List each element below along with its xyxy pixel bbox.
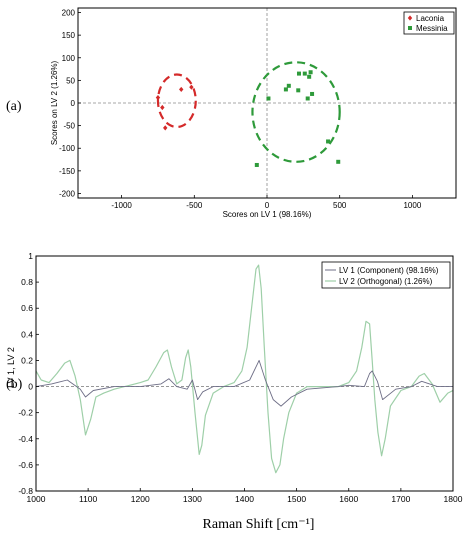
legend-laconia-label: Laconia [416, 14, 445, 23]
confidence-ellipse-messinia [251, 61, 341, 163]
messinia-point [283, 87, 288, 92]
chart-b-xtick-label: 1700 [391, 494, 410, 504]
chart-a-ytick-label: -100 [59, 144, 76, 153]
chart-a-ylabel: Scores on LV 2 (1.26%) [50, 60, 59, 145]
chart-b-xlabel: Raman Shift [cm⁻¹] [203, 517, 315, 532]
chart-b-ytick-label: 0.8 [21, 277, 33, 287]
chart-b-xtick-label: 1000 [27, 494, 46, 504]
messinia-point [307, 74, 312, 79]
legend-messinia-marker [408, 26, 412, 30]
chart-b-xtick-label: 1400 [235, 494, 254, 504]
chart-b-ytick-label: 0.6 [21, 303, 33, 313]
confidence-ellipse-laconia [156, 73, 197, 129]
chart-b-ytick-label: 0 [28, 382, 33, 392]
chart-a-ytick-label: -150 [59, 167, 76, 176]
chart-a-xtick-label: 0 [265, 201, 270, 210]
chart-b-xtick-label: 1800 [444, 494, 463, 504]
legend-messinia-label: Messinia [416, 24, 448, 33]
chart-a-xlabel: Scores on LV 1 (98.16%) [223, 210, 312, 219]
legend-laconia-marker [407, 15, 413, 21]
chart-b-xtick-label: 1200 [131, 494, 150, 504]
lv1-component-line [35, 359, 453, 407]
messinia-point [310, 91, 315, 96]
laconia-point [155, 94, 161, 101]
chart-a-ytick-label: 50 [66, 76, 75, 85]
chart-a-ytick-label: 200 [62, 9, 76, 18]
laconia-point [179, 86, 184, 93]
panel-label-b: (b) [6, 377, 23, 392]
chart-a-xtick-label: 500 [333, 201, 347, 210]
messinia-point [302, 71, 307, 76]
chart-b-ytick-label: 0.2 [21, 355, 33, 365]
messinia-point [296, 71, 301, 76]
chart-b-ytick-label: -0.8 [18, 486, 33, 496]
messinia-point [266, 96, 271, 101]
messinia-point [326, 139, 331, 144]
panel-label-a: (a) [6, 99, 22, 114]
lv2-orthogonal-line [35, 264, 454, 474]
chart-b-xtick-label: 1300 [183, 494, 202, 504]
chart-a-xtick-label: -500 [186, 201, 203, 210]
laconia-point [189, 84, 194, 90]
chart-b-xtick-label: 1100 [79, 494, 98, 504]
messinia-point [336, 159, 341, 164]
chart-b-ytick-label: -0.6 [18, 460, 33, 470]
chart-a-ytick-label: 100 [62, 54, 76, 63]
legend-lv1-label: LV 1 (Component) (98.16%) [339, 266, 439, 275]
chart-a-legend: Laconia Messinia [403, 11, 455, 35]
chart-a-frame [77, 7, 457, 199]
chart-b-ytick-label: 1 [28, 251, 33, 261]
chart-a-xtick-label: 1000 [403, 201, 421, 210]
chart-a-xtick-label: -1000 [111, 201, 132, 210]
chart-a-ytick-label: -50 [63, 122, 75, 131]
chart-b-frame [35, 255, 454, 492]
messinia-point [308, 70, 313, 75]
messinia-point [286, 83, 291, 88]
messinia-point [305, 96, 310, 101]
chart-b-ytick-label: -0.4 [18, 434, 33, 444]
chart-b-ytick-label: 0.4 [21, 329, 33, 339]
chart-a-ytick-label: 0 [71, 99, 76, 108]
messinia-point [254, 162, 259, 167]
chart-b-ytick-label: -0.2 [18, 408, 33, 418]
laconia-point [160, 104, 165, 111]
chart-b-legend: LV 1 (Component) (98.16%) LV 2 (Orthogon… [321, 261, 451, 289]
legend-lv2-label: LV 2 (Orthogonal) (1.26%) [339, 277, 433, 286]
chart-b-ylabel: LV 1, LV 2 [6, 347, 16, 388]
messinia-point [296, 88, 301, 93]
chart-b-xtick-label: 1500 [287, 494, 306, 504]
laconia-point [163, 125, 168, 131]
chart-a-ytick-label: -200 [59, 189, 76, 198]
chart-b-xtick-label: 1600 [339, 494, 358, 504]
chart-a-ytick-label: 150 [62, 31, 76, 40]
